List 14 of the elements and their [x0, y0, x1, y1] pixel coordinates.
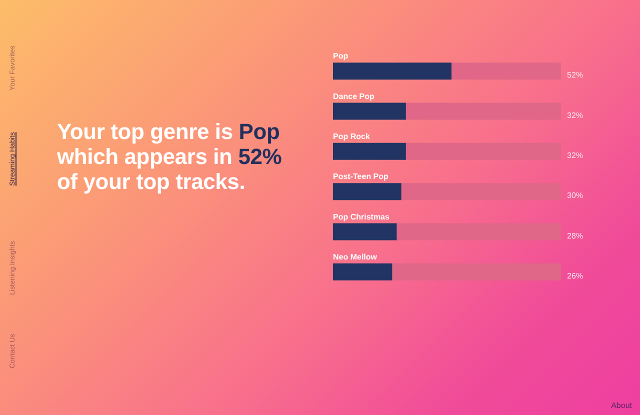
y-tick-label: Dance Pop — [333, 92, 374, 101]
y-tick-label: Post-Teen Pop — [333, 172, 389, 182]
y-tick-label: Pop — [333, 52, 348, 61]
text: About — [611, 401, 632, 410]
data-label: 28% — [567, 231, 584, 240]
data-label: 32% — [567, 150, 584, 160]
y-tick-label: Neo Mellow — [333, 252, 378, 262]
y-tick-label: Pop Rock — [333, 132, 370, 141]
data-label: 30% — [567, 191, 584, 200]
data-label: 32% — [567, 110, 584, 120]
y-tick-label: Pop Christmas — [333, 212, 390, 222]
data-label: 52% — [567, 70, 584, 80]
data-label: 26% — [567, 271, 584, 280]
text: Your top genre is Pop which appears in 52% of your top tracks. — [57, 119, 282, 194]
